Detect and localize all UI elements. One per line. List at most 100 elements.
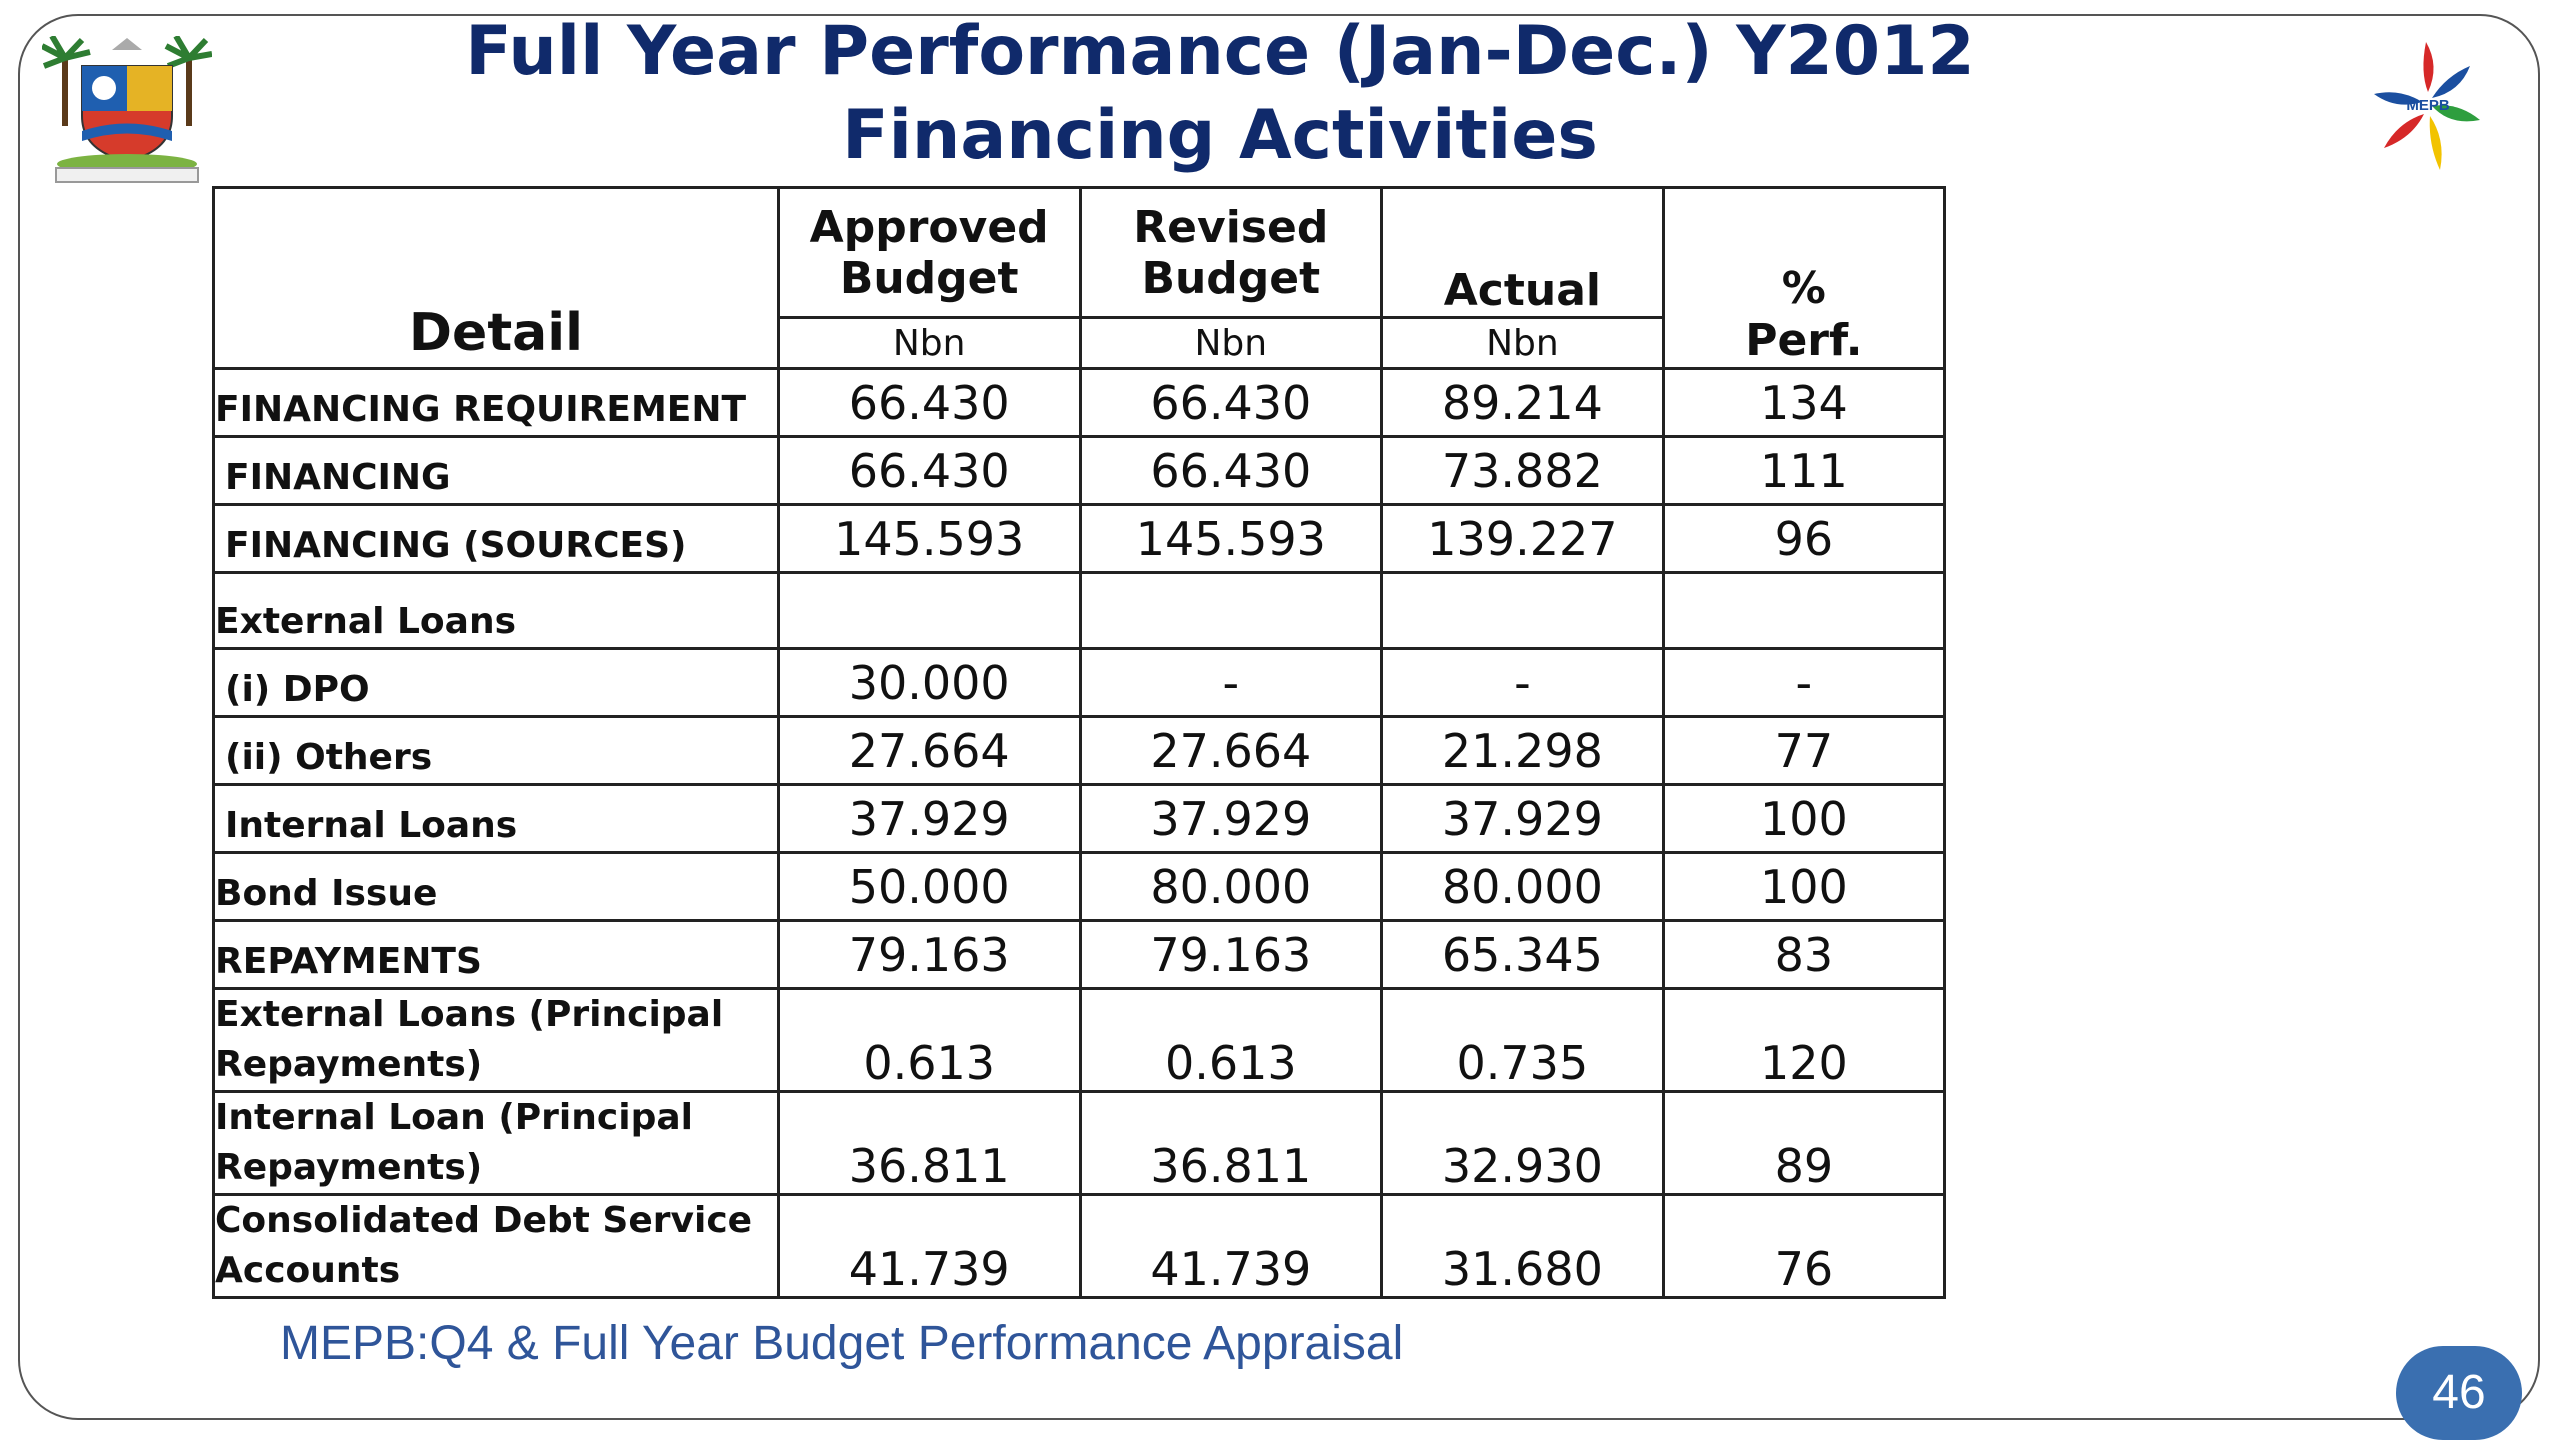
- row-actual: 32.930: [1380, 1090, 1665, 1196]
- row-revised: 0.613: [1078, 987, 1384, 1093]
- row-revised: 80.000: [1078, 851, 1384, 922]
- row-perf: 77: [1661, 715, 1947, 786]
- table-row: External Loans: [212, 571, 1947, 650]
- row-detail: FINANCING (SOURCES): [212, 503, 780, 574]
- mepb-logo-text: MEPB: [2406, 97, 2450, 114]
- row-detail-line1: Consolidated Debt Service: [215, 1200, 753, 1241]
- row-approved: 41.739: [776, 1193, 1082, 1299]
- row-detail: (ii) Others: [212, 715, 780, 786]
- row-approved: 66.430: [776, 367, 1082, 438]
- table-row: Bond Issue 50.000 80.000 80.000 100: [212, 851, 1947, 922]
- row-approved: 50.000: [776, 851, 1082, 922]
- table-row: (i) DPO 30.000 - - -: [212, 647, 1947, 718]
- row-actual: 139.227: [1380, 503, 1665, 574]
- header-revised-line1: Revised: [1133, 201, 1329, 253]
- table-row: Internal Loans 37.929 37.929 37.929 100: [212, 783, 1947, 854]
- header-percent-perf: % Perf.: [1661, 186, 1947, 370]
- row-revised: [1078, 571, 1384, 650]
- row-detail: Bond Issue: [212, 851, 780, 922]
- row-perf: 120: [1661, 987, 1947, 1093]
- header-revised-line2: Budget: [1141, 252, 1321, 304]
- row-detail-line1: Internal Loan (Principal: [215, 1097, 693, 1138]
- row-actual: 73.882: [1380, 435, 1665, 506]
- row-revised: 37.929: [1078, 783, 1384, 854]
- row-actual: [1380, 571, 1665, 650]
- header-approved-budget: Approved Budget: [776, 186, 1082, 319]
- table-header-row: Detail Approved Budget Revised Budget Ac…: [212, 186, 1947, 370]
- row-perf: 134: [1661, 367, 1947, 438]
- row-approved: 145.593: [776, 503, 1082, 574]
- row-detail: FINANCING REQUIREMENT: [212, 367, 780, 438]
- row-perf: 89: [1661, 1090, 1947, 1196]
- header-approved-line2: Budget: [839, 252, 1019, 304]
- row-approved: [776, 571, 1082, 650]
- row-actual: 0.735: [1380, 987, 1665, 1093]
- table-row: REPAYMENTS 79.163 79.163 65.345 83: [212, 919, 1947, 990]
- row-detail-line1: External Loans (Principal: [215, 994, 724, 1035]
- row-detail-line2: Repayments): [215, 1044, 483, 1085]
- row-detail: External Loans: [212, 571, 780, 650]
- row-revised: 27.664: [1078, 715, 1384, 786]
- table-row: (ii) Others 27.664 27.664 21.298 77: [212, 715, 1947, 786]
- header-approved-line1: Approved: [809, 201, 1049, 253]
- unit-revised: Nbn: [1078, 316, 1384, 370]
- row-actual: 31.680: [1380, 1193, 1665, 1299]
- header-revised-budget: Revised Budget: [1078, 186, 1384, 319]
- row-actual: 21.298: [1380, 715, 1665, 786]
- row-approved: 79.163: [776, 919, 1082, 990]
- row-actual: 89.214: [1380, 367, 1665, 438]
- page-number-badge: 46: [2396, 1346, 2522, 1440]
- row-revised: 66.430: [1078, 435, 1384, 506]
- row-approved: 0.613: [776, 987, 1082, 1093]
- table-unit-row: Nbn Nbn Nbn: [214, 316, 1945, 370]
- table-row: FINANCING (SOURCES) 145.593 145.593 139.…: [212, 503, 1947, 574]
- row-perf: 100: [1661, 783, 1947, 854]
- header-actual: Actual: [1380, 186, 1665, 319]
- row-revised: 79.163: [1078, 919, 1384, 990]
- slide-footer: MEPB:Q4 & Full Year Budget Performance A…: [280, 1317, 1404, 1370]
- row-approved: 66.430: [776, 435, 1082, 506]
- row-detail: Internal Loans: [212, 783, 780, 854]
- financing-table: Detail Approved Budget Revised Budget Ac…: [212, 186, 1947, 1299]
- row-detail-line2: Repayments): [215, 1147, 483, 1188]
- row-detail: Consolidated Debt Service Accounts: [212, 1193, 780, 1299]
- table-row: External Loans (Principal Repayments) 0.…: [212, 987, 1947, 1093]
- row-perf: 76: [1661, 1193, 1947, 1299]
- row-detail: FINANCING: [212, 435, 780, 506]
- header-detail: Detail: [212, 186, 780, 370]
- unit-approved: Nbn: [776, 316, 1082, 370]
- row-perf: 96: [1661, 503, 1947, 574]
- row-detail: Internal Loan (Principal Repayments): [212, 1090, 780, 1196]
- row-revised: 145.593: [1078, 503, 1384, 574]
- row-detail-line2: Accounts: [215, 1250, 401, 1291]
- row-detail: External Loans (Principal Repayments): [212, 987, 780, 1093]
- slide-frame: [18, 14, 2540, 1420]
- header-perf-line1: %: [1781, 263, 1826, 314]
- table-row: Consolidated Debt Service Accounts 41.73…: [212, 1193, 1947, 1299]
- row-perf: -: [1661, 647, 1947, 718]
- row-approved: 37.929: [776, 783, 1082, 854]
- row-revised: -: [1078, 647, 1384, 718]
- row-perf: 100: [1661, 851, 1947, 922]
- row-detail: REPAYMENTS: [212, 919, 780, 990]
- row-detail: (i) DPO: [212, 647, 780, 718]
- row-actual: -: [1380, 647, 1665, 718]
- row-approved: 30.000: [776, 647, 1082, 718]
- row-approved: 36.811: [776, 1090, 1082, 1196]
- row-actual: 80.000: [1380, 851, 1665, 922]
- row-approved: 27.664: [776, 715, 1082, 786]
- table-row: Internal Loan (Principal Repayments) 36.…: [212, 1090, 1947, 1196]
- row-revised: 36.811: [1078, 1090, 1384, 1196]
- row-revised: 66.430: [1078, 367, 1384, 438]
- slide-title: Full Year Performance (Jan-Dec.) Y2012 F…: [465, 12, 1975, 175]
- row-actual: 37.929: [1380, 783, 1665, 854]
- table-row: FINANCING 66.430 66.430 73.882 111: [212, 435, 1947, 506]
- row-perf: 83: [1661, 919, 1947, 990]
- table-row: FINANCING REQUIREMENT 66.430 66.430 89.2…: [212, 367, 1947, 438]
- mepb-logo: MEPB: [2374, 42, 2480, 170]
- row-perf: [1661, 571, 1947, 650]
- row-perf: 111: [1661, 435, 1947, 506]
- row-revised: 41.739: [1078, 1193, 1384, 1299]
- state-crest-logo: [42, 36, 212, 183]
- row-actual: 65.345: [1380, 919, 1665, 990]
